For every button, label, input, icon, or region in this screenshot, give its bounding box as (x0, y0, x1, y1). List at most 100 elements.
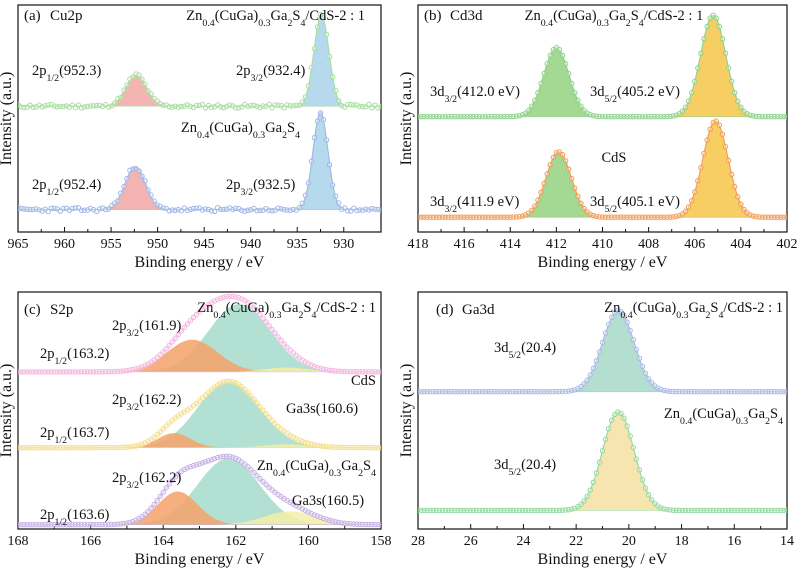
data-point (121, 87, 127, 93)
panel-tag: (d) (436, 302, 454, 318)
data-point (695, 65, 701, 71)
data-point (575, 193, 581, 200)
data-point (305, 180, 312, 186)
data-point (621, 415, 627, 421)
x-axis-label: Binding energy / eV (135, 551, 265, 568)
data-point (378, 369, 381, 375)
data-point (624, 423, 630, 429)
x-tick-label: 166 (80, 534, 101, 549)
x-tick-label: 950 (147, 237, 168, 252)
x-tick-label: 160 (298, 534, 319, 549)
data-point (645, 376, 652, 382)
peak-label: 3d5/2(405.1 eV) (590, 194, 680, 215)
data-point (136, 72, 142, 78)
data-point (642, 485, 649, 491)
sample-label: Zn0.4(CuGa)0.3Ga2S4/CdS-2 : 1 (197, 300, 376, 321)
sample-label: Zn0.4(CuGa)0.3Ga2S4 (664, 406, 783, 427)
data-point (713, 118, 719, 124)
panel-element-label: S2p (50, 302, 73, 318)
data-point (692, 78, 698, 85)
data-point (106, 206, 112, 212)
data-point (529, 207, 535, 214)
peak-label: 2p1/2(952.3) (32, 63, 102, 84)
data-point (618, 410, 624, 417)
data-point (609, 314, 615, 320)
data-point (272, 330, 278, 336)
x-tick-label: 24 (516, 534, 530, 549)
data-point (329, 182, 336, 188)
data-point (151, 501, 157, 508)
data-point (649, 380, 655, 386)
data-point (251, 305, 257, 311)
x-tick-label: 404 (730, 237, 751, 252)
data-point (175, 332, 182, 338)
x-tick-label: 416 (454, 237, 475, 252)
x-tick-label: 410 (592, 237, 613, 252)
data-point (587, 487, 593, 493)
data-point (178, 328, 185, 334)
x-tick-label: 164 (153, 534, 174, 549)
data-point (311, 45, 318, 52)
data-point (602, 436, 609, 442)
data-point (181, 324, 188, 331)
data-point (538, 80, 544, 87)
data-point (169, 339, 176, 345)
data-point (257, 404, 263, 410)
data-point (596, 459, 603, 465)
data-point (682, 104, 689, 111)
data-point (698, 50, 704, 56)
data-point (682, 208, 689, 215)
x-tick-label: 20 (622, 534, 636, 549)
data-point (251, 469, 257, 476)
data-point (649, 497, 655, 503)
plot-area (18, 11, 381, 215)
data-point (636, 467, 643, 473)
data-point (581, 498, 587, 504)
data-point (566, 70, 572, 77)
data-point (707, 126, 713, 132)
data-point (578, 200, 584, 207)
data-point (245, 389, 251, 396)
data-point (590, 479, 596, 485)
data-point (378, 521, 381, 528)
data-point (572, 185, 578, 191)
data-point (578, 103, 584, 109)
data-point (630, 337, 636, 343)
data-point (184, 321, 191, 327)
peak-component-2p1-2 (18, 491, 381, 525)
data-point (124, 82, 130, 88)
data-point (260, 407, 266, 413)
peak-label: 3d5/2(405.2 eV) (590, 84, 680, 105)
data-point (784, 507, 787, 514)
data-point (701, 36, 707, 42)
x-tick-label: 26 (464, 534, 478, 549)
peak-label: 2p1/2(952.4) (32, 177, 102, 198)
x-tick-label: 418 (408, 237, 429, 252)
data-point (729, 78, 735, 85)
data-point (618, 309, 624, 315)
x-tick-label: 412 (546, 237, 567, 252)
data-point (538, 189, 544, 196)
data-point (148, 505, 154, 511)
data-point (254, 308, 260, 314)
data-point (627, 327, 633, 334)
data-point (713, 15, 719, 21)
data-point (544, 61, 550, 67)
sample-label: Zn0.4(CuGa)0.3Ga2S4/CdS-2 : 1 (604, 300, 783, 321)
data-point (378, 207, 381, 213)
peak-component-3d5-2 (418, 15, 787, 117)
data-point (121, 183, 127, 190)
data-point (689, 198, 695, 204)
data-point (698, 164, 704, 171)
x-tick-label: 935 (287, 237, 308, 252)
data-point (248, 393, 254, 399)
data-point (169, 477, 176, 483)
data-point (199, 101, 206, 108)
data-point (299, 99, 305, 105)
x-tick-label: 965 (8, 237, 29, 252)
data-point (145, 508, 151, 515)
peak-label: 2p3/2(162.2) (112, 470, 182, 491)
x-tick-label: 930 (333, 237, 354, 252)
data-point (605, 321, 612, 328)
